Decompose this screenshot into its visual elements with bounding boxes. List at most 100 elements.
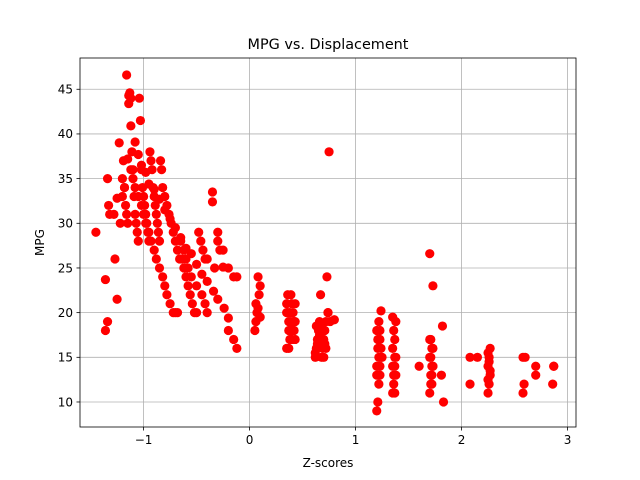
data-point xyxy=(323,308,333,318)
x-axis-label: Z-scores xyxy=(303,456,354,470)
x-tick-label: 0 xyxy=(246,433,254,447)
data-point xyxy=(146,236,156,246)
data-point xyxy=(160,281,170,291)
data-point xyxy=(149,184,159,194)
data-point xyxy=(389,379,399,389)
data-point xyxy=(144,227,154,237)
data-point xyxy=(288,325,298,336)
data-point xyxy=(200,299,210,309)
data-point xyxy=(157,165,167,175)
data-point xyxy=(151,254,161,264)
data-point xyxy=(122,209,132,219)
data-point xyxy=(154,236,165,246)
data-point xyxy=(425,334,435,345)
data-point xyxy=(426,370,436,380)
data-point xyxy=(209,263,220,273)
data-point xyxy=(100,274,111,285)
data-point xyxy=(319,352,329,362)
data-point xyxy=(373,370,383,380)
data-point xyxy=(376,306,386,316)
data-point xyxy=(229,334,239,345)
data-point xyxy=(232,272,242,282)
data-point xyxy=(124,90,134,101)
data-point xyxy=(250,325,260,336)
data-point xyxy=(160,205,170,215)
data-point xyxy=(284,343,294,353)
data-point xyxy=(185,290,195,300)
data-point xyxy=(213,227,223,237)
data-point xyxy=(388,312,398,322)
data-point xyxy=(390,334,400,345)
data-point xyxy=(436,370,447,380)
data-point xyxy=(194,227,204,237)
data-point xyxy=(102,316,113,327)
data-point xyxy=(485,366,495,376)
data-point xyxy=(133,191,143,202)
data-point xyxy=(131,218,141,228)
data-point xyxy=(324,147,334,157)
chart-title: MPG vs. Displacement xyxy=(248,37,409,53)
y-tick-label: 30 xyxy=(58,217,73,231)
data-point xyxy=(428,281,438,291)
data-point xyxy=(472,352,483,362)
data-point xyxy=(115,218,125,228)
data-point xyxy=(100,325,111,336)
data-point xyxy=(218,245,228,255)
y-tick-label: 10 xyxy=(58,395,73,409)
data-point xyxy=(290,299,300,309)
data-point xyxy=(213,236,223,246)
x-axis-ticks: −1 0 1 2 3 xyxy=(135,427,571,447)
data-point xyxy=(202,254,212,264)
data-point xyxy=(176,232,186,243)
data-point xyxy=(375,361,385,371)
data-point xyxy=(191,259,202,269)
data-point xyxy=(375,334,385,345)
data-point xyxy=(437,321,448,331)
data-point xyxy=(120,200,131,211)
data-point xyxy=(465,352,475,362)
data-point xyxy=(219,303,229,313)
data-point xyxy=(428,343,438,353)
data-point xyxy=(172,308,183,318)
data-point xyxy=(191,281,202,291)
data-point xyxy=(519,379,529,389)
data-point xyxy=(130,182,140,193)
data-point xyxy=(290,316,300,327)
data-point xyxy=(202,276,212,286)
y-tick-label: 45 xyxy=(58,83,73,97)
data-point xyxy=(158,272,168,282)
data-point xyxy=(117,174,127,184)
data-point xyxy=(122,70,132,80)
data-point xyxy=(162,290,172,300)
data-point xyxy=(207,197,218,207)
data-point xyxy=(388,343,398,353)
data-point xyxy=(377,352,387,362)
data-point xyxy=(253,303,263,313)
data-point xyxy=(283,290,293,300)
data-point xyxy=(484,357,494,367)
data-point xyxy=(390,352,400,362)
data-point xyxy=(145,147,155,157)
data-point xyxy=(389,325,399,336)
data-point xyxy=(207,187,218,197)
data-point xyxy=(186,249,196,259)
data-point xyxy=(141,218,151,228)
data-point xyxy=(198,245,208,255)
data-point xyxy=(483,348,493,358)
y-tick-label: 35 xyxy=(58,172,73,186)
data-point xyxy=(109,209,119,219)
data-point xyxy=(255,312,265,322)
data-point xyxy=(114,138,124,148)
data-point xyxy=(152,218,162,228)
data-point xyxy=(133,236,143,246)
data-point xyxy=(255,281,265,291)
data-point xyxy=(136,160,147,170)
data-point xyxy=(119,182,130,193)
data-point xyxy=(165,299,175,309)
data-point xyxy=(197,290,207,300)
data-point xyxy=(388,361,398,371)
data-point xyxy=(518,388,528,398)
data-point xyxy=(153,227,164,237)
data-point xyxy=(197,269,207,279)
